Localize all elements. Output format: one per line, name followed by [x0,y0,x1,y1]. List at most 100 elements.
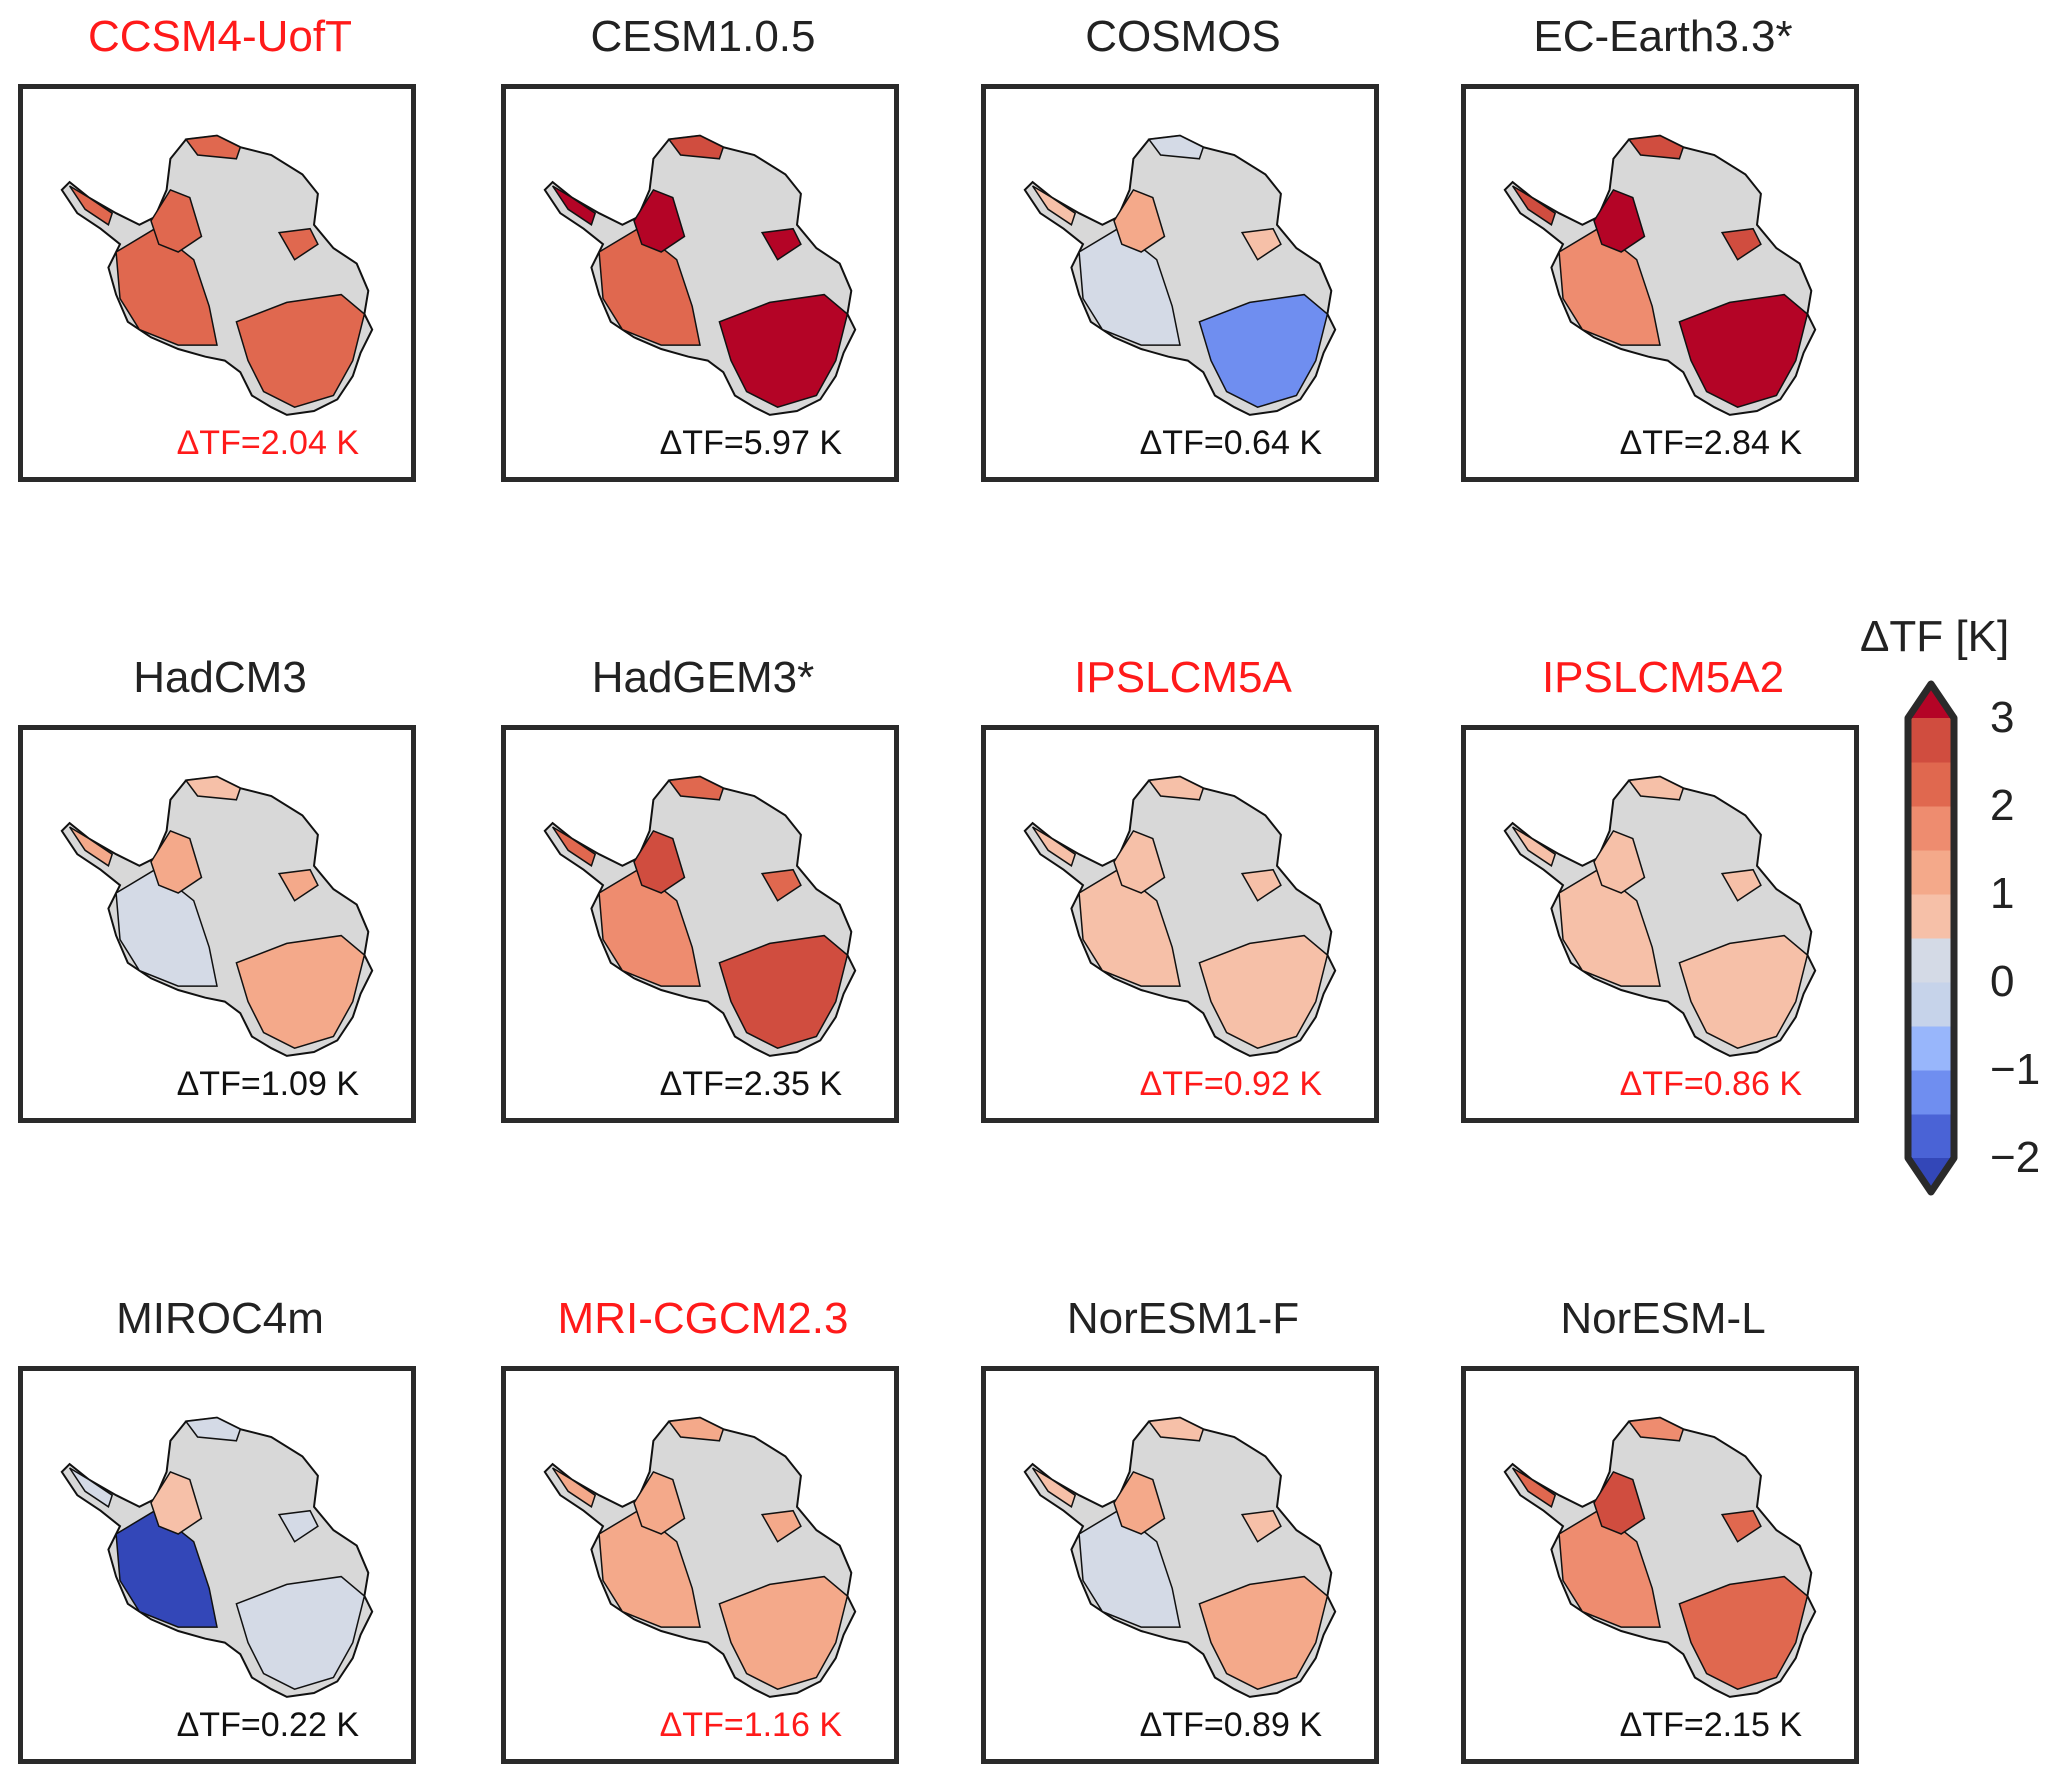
dtf-region-ross-ice-shelf [1198,934,1329,1050]
colorbar-bin [1908,982,1954,1027]
dtf-region-ronne-shelf [633,829,686,894]
dtf-region-coastal-rim [1627,134,1685,160]
dtf-value: ΔTF=2.04 K [176,424,359,462]
antarctica-map [543,134,857,416]
panel-title: NorESM1-F [1066,1294,1300,1343]
dtf-region-coastal-rim [184,775,242,801]
dtf-region-amery-coast [277,1509,319,1543]
map-panel: ΔTF=0.22 K [18,1366,416,1764]
map-panel: ΔTF=0.92 K [981,725,1379,1123]
panel-title: HadGEM3* [591,653,815,702]
dtf-region-ronne-shelf [633,1470,686,1535]
map-panel: ΔTF=5.97 K [501,84,899,482]
panel-title: NorESM-L [1560,1294,1766,1343]
colorbar-extend-max [1908,684,1954,718]
dtf-region-peninsula [551,826,597,867]
dtf-region-peninsula [1511,1467,1557,1508]
dtf-value: ΔTF=2.84 K [1619,424,1802,462]
dtf-region-peninsula [551,1467,597,1508]
dtf-region-amery-coast [277,227,319,261]
dtf-region-amery-coast [760,868,802,902]
dtf-region-peninsula [551,185,597,226]
panel-title: CCSM4-UofT [87,12,353,61]
dtf-region-peninsula [1511,185,1557,226]
dtf-region-ronne-shelf [150,1470,203,1535]
map-panel: ΔTF=2.84 K [1461,84,1859,482]
dtf-region-ronne-shelf [1113,1470,1166,1535]
map-panel: ΔTF=1.09 K [18,725,416,1123]
panel-title: COSMOS [1085,12,1281,61]
colorbar-bin [1908,762,1954,807]
colorbar-label: ΔTF [K] [1860,612,2010,661]
dtf-value: ΔTF=2.15 K [1619,1706,1802,1744]
dtf-region-ross-ice-shelf [235,1575,366,1691]
dtf-value: ΔTF=0.86 K [1619,1065,1802,1103]
dtf-region-ronne-shelf [150,829,203,894]
colorbar-frame [1904,680,1958,1196]
antarctica-map [60,775,374,1057]
map-panel: ΔTF=2.35 K [501,725,899,1123]
dtf-region-coastal-rim [184,1416,242,1442]
panel-title: CESM1.0.5 [590,12,816,61]
dtf-region-amery-coast [1240,227,1282,261]
dtf-region-amery-coast [277,868,319,902]
colorbar-bin [1908,718,1954,763]
map-panel: ΔTF=2.15 K [1461,1366,1859,1764]
map-panel: ΔTF=1.16 K [501,1366,899,1764]
dtf-region-peninsula [1031,1467,1077,1508]
dtf-region-ronne-shelf [1113,829,1166,894]
dtf-value: ΔTF=0.64 K [1139,424,1322,462]
colorbar-tick-label: 0 [1990,957,2015,1006]
panel-title: MRI-CGCM2.3 [557,1294,849,1343]
map-panel: ΔTF=0.86 K [1461,725,1859,1123]
colorbar-tick-label: 3 [1990,693,2015,742]
antarctica-map [1023,1416,1337,1698]
dtf-region-ronne-shelf [150,188,203,253]
antarctica-map [1503,134,1817,416]
panel-title: IPSLCM5A [1074,653,1292,702]
dtf-region-amery-coast [1720,1509,1762,1543]
dtf-region-amery-coast [760,227,802,261]
antarctica-map [1023,775,1337,1057]
dtf-region-amery-coast [1720,868,1762,902]
colorbar-bin [1908,1026,1954,1071]
dtf-region-amery-coast [760,1509,802,1543]
dtf-region-ronne-shelf [633,188,686,253]
dtf-value: ΔTF=0.22 K [176,1706,359,1744]
panel-title: HadCM3 [133,653,307,702]
dtf-value: ΔTF=1.09 K [176,1065,359,1103]
dtf-region-ross-ice-shelf [718,293,849,409]
dtf-region-coastal-rim [667,134,725,160]
colorbar-bin [1908,850,1954,895]
dtf-region-ross-ice-shelf [235,934,366,1050]
dtf-region-coastal-rim [667,775,725,801]
panel-title: MIROC4m [116,1294,324,1343]
dtf-region-ross-ice-shelf [718,1575,849,1691]
dtf-region-ronne-shelf [1593,829,1646,894]
dtf-region-amery-coast [1720,227,1762,261]
dtf-region-peninsula [1031,826,1077,867]
dtf-region-ross-ice-shelf [235,293,366,409]
map-panel: ΔTF=2.04 K [18,84,416,482]
dtf-region-ronne-shelf [1593,1470,1646,1535]
colorbar-extend-min [1908,1158,1954,1192]
antarctica-map [1503,1416,1817,1698]
dtf-value: ΔTF=1.16 K [659,1706,842,1744]
dtf-region-coastal-rim [667,1416,725,1442]
dtf-region-ross-ice-shelf [1198,293,1329,409]
panel-title: IPSLCM5A2 [1541,653,1785,702]
dtf-value: ΔTF=0.89 K [1139,1706,1322,1744]
colorbar [1904,680,1958,1196]
antarctica-map [543,775,857,1057]
colorbar-bin [1908,894,1954,939]
dtf-region-peninsula [1511,826,1557,867]
dtf-region-ross-ice-shelf [1678,293,1809,409]
dtf-region-ross-ice-shelf [1678,934,1809,1050]
dtf-region-coastal-rim [1627,1416,1685,1442]
dtf-region-ronne-shelf [1113,188,1166,253]
antarctica-map [60,134,374,416]
dtf-value: ΔTF=0.92 K [1139,1065,1322,1103]
panel-title: EC-Earth3.3* [1533,12,1793,61]
dtf-value: ΔTF=2.35 K [659,1065,842,1103]
dtf-region-ronne-shelf [1593,188,1646,253]
